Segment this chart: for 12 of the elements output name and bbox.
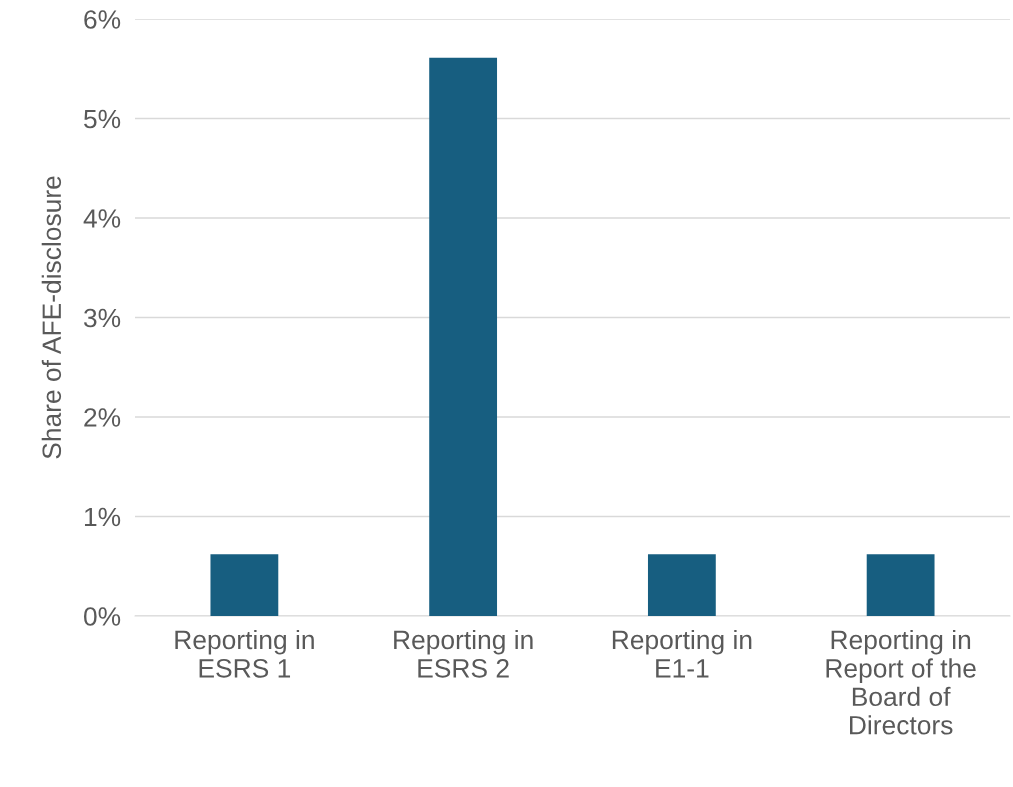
y-tick-label: 3% [83,308,121,328]
y-tick-label: 1% [84,507,121,527]
y-axis-title: Share of AFE-disclosure [41,176,62,459]
y-tick-label: 2% [84,408,121,427]
x-tick-label: Reporting in ESRS 1 [175,629,314,678]
y-tick-label: 4% [83,209,121,228]
y-tick-label: 6% [84,10,121,29]
y-tick-label: 5% [84,109,121,129]
x-tick-label: Reporting in E1-1 [612,629,752,678]
x-tick-label: Reporting in ESRS 2 [394,629,533,678]
x-tick-label: Reporting in Report of the Board of Directors [826,629,976,735]
y-tick-label: 0% [84,607,121,626]
